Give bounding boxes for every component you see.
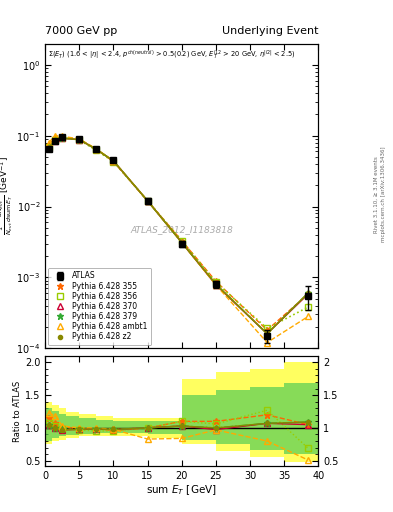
Pythia 6.428 ambt1 (213, 282, 218, 288)
Pythia 6.428 ambt1 (306, 313, 310, 319)
Pythia 6.428 370 (306, 291, 310, 297)
Pythia 6.428 379 (111, 158, 116, 164)
Legend: ATLAS, Pythia 6.428 355, Pythia 6.428 356, Pythia 6.428 370, Pythia 6.428 379, P: ATLAS, Pythia 6.428 355, Pythia 6.428 35… (48, 268, 151, 345)
Pythia 6.428 355 (53, 135, 58, 141)
Pythia 6.428 379 (145, 198, 150, 204)
Pythia 6.428 355 (145, 198, 150, 204)
Pythia 6.428 356 (180, 238, 184, 244)
Pythia 6.428 355 (306, 291, 310, 297)
Pythia 6.428 356 (77, 137, 82, 143)
Pythia 6.428 356 (94, 147, 99, 154)
Pythia 6.428 z2 (94, 146, 99, 153)
Pythia 6.428 379 (180, 240, 184, 246)
Line: Pythia 6.428 z2: Pythia 6.428 z2 (46, 136, 310, 336)
Pythia 6.428 z2 (53, 138, 58, 144)
Pythia 6.428 370 (53, 138, 58, 144)
Pythia 6.428 370 (94, 146, 99, 153)
Pythia 6.428 ambt1 (180, 240, 184, 246)
Pythia 6.428 355 (213, 278, 218, 284)
Pythia 6.428 356 (145, 198, 150, 204)
Pythia 6.428 ambt1 (94, 146, 99, 152)
Text: mcplots.cern.ch [arXiv:1306.3436]: mcplots.cern.ch [arXiv:1306.3436] (381, 147, 386, 242)
Pythia 6.428 356 (60, 135, 64, 141)
Pythia 6.428 370 (213, 282, 218, 288)
Line: Pythia 6.428 355: Pythia 6.428 355 (45, 134, 312, 333)
Pythia 6.428 z2 (180, 240, 184, 246)
Line: Pythia 6.428 ambt1: Pythia 6.428 ambt1 (46, 133, 311, 345)
Pythia 6.428 355 (46, 141, 51, 147)
Pythia 6.428 355 (94, 146, 99, 153)
Pythia 6.428 ambt1 (77, 136, 82, 142)
Pythia 6.428 355 (77, 136, 82, 142)
Line: Pythia 6.428 370: Pythia 6.428 370 (46, 136, 311, 336)
Y-axis label: Ratio to ATLAS: Ratio to ATLAS (13, 380, 22, 441)
Text: Rivet 3.1.10, ≥ 3.1M events: Rivet 3.1.10, ≥ 3.1M events (374, 156, 379, 233)
Pythia 6.428 z2 (265, 331, 270, 337)
Text: $\Sigma(E_T)$ (1.6 < $|\eta|$ < 2.4, $p^{ch(neutral)}$ > 0.5(0.2) GeV, $E_T^{l12: $\Sigma(E_T)$ (1.6 < $|\eta|$ < 2.4, $p^… (48, 48, 296, 61)
Pythia 6.428 355 (265, 327, 270, 333)
Pythia 6.428 370 (111, 158, 116, 164)
Pythia 6.428 356 (53, 137, 58, 143)
Pythia 6.428 z2 (145, 198, 150, 204)
Pythia 6.428 370 (180, 240, 184, 246)
Pythia 6.428 379 (94, 146, 99, 153)
Pythia 6.428 379 (213, 281, 218, 287)
Pythia 6.428 370 (77, 137, 82, 143)
Pythia 6.428 370 (145, 198, 150, 204)
Pythia 6.428 ambt1 (111, 158, 116, 164)
Pythia 6.428 355 (111, 159, 116, 165)
Line: Pythia 6.428 356: Pythia 6.428 356 (46, 135, 311, 331)
Pythia 6.428 z2 (213, 281, 218, 287)
Pythia 6.428 370 (46, 144, 51, 151)
Pythia 6.428 z2 (111, 158, 116, 164)
Pythia 6.428 ambt1 (46, 139, 51, 145)
Pythia 6.428 356 (265, 325, 270, 331)
Pythia 6.428 z2 (46, 144, 51, 151)
Pythia 6.428 ambt1 (60, 133, 64, 139)
Pythia 6.428 z2 (77, 137, 82, 143)
Pythia 6.428 379 (77, 137, 82, 143)
Text: ATLAS_2012_I1183818: ATLAS_2012_I1183818 (130, 225, 233, 234)
Pythia 6.428 356 (46, 143, 51, 150)
Pythia 6.428 356 (111, 159, 116, 165)
Text: Underlying Event: Underlying Event (222, 26, 318, 36)
Pythia 6.428 ambt1 (145, 198, 150, 204)
Pythia 6.428 355 (180, 238, 184, 244)
Pythia 6.428 ambt1 (53, 133, 58, 139)
Pythia 6.428 ambt1 (265, 339, 270, 346)
Y-axis label: $\frac{1}{N_{evt}}\frac{dN_{evt}}{d\mathrm{sum}\,E_T}$ [GeV$^{-1}$]: $\frac{1}{N_{evt}}\frac{dN_{evt}}{d\math… (0, 156, 15, 236)
Pythia 6.428 z2 (306, 290, 310, 296)
Pythia 6.428 379 (53, 138, 58, 144)
Pythia 6.428 370 (265, 331, 270, 337)
Pythia 6.428 379 (306, 290, 310, 296)
Pythia 6.428 379 (265, 331, 270, 337)
Pythia 6.428 379 (46, 144, 51, 151)
Pythia 6.428 379 (60, 135, 64, 141)
Text: 7000 GeV pp: 7000 GeV pp (45, 26, 118, 36)
Pythia 6.428 356 (213, 279, 218, 285)
Pythia 6.428 355 (60, 134, 64, 140)
Line: Pythia 6.428 379: Pythia 6.428 379 (45, 135, 312, 337)
X-axis label: sum $E_T$ [GeV]: sum $E_T$ [GeV] (146, 483, 217, 497)
Pythia 6.428 356 (306, 304, 310, 310)
Pythia 6.428 370 (60, 135, 64, 141)
Pythia 6.428 z2 (60, 135, 64, 141)
